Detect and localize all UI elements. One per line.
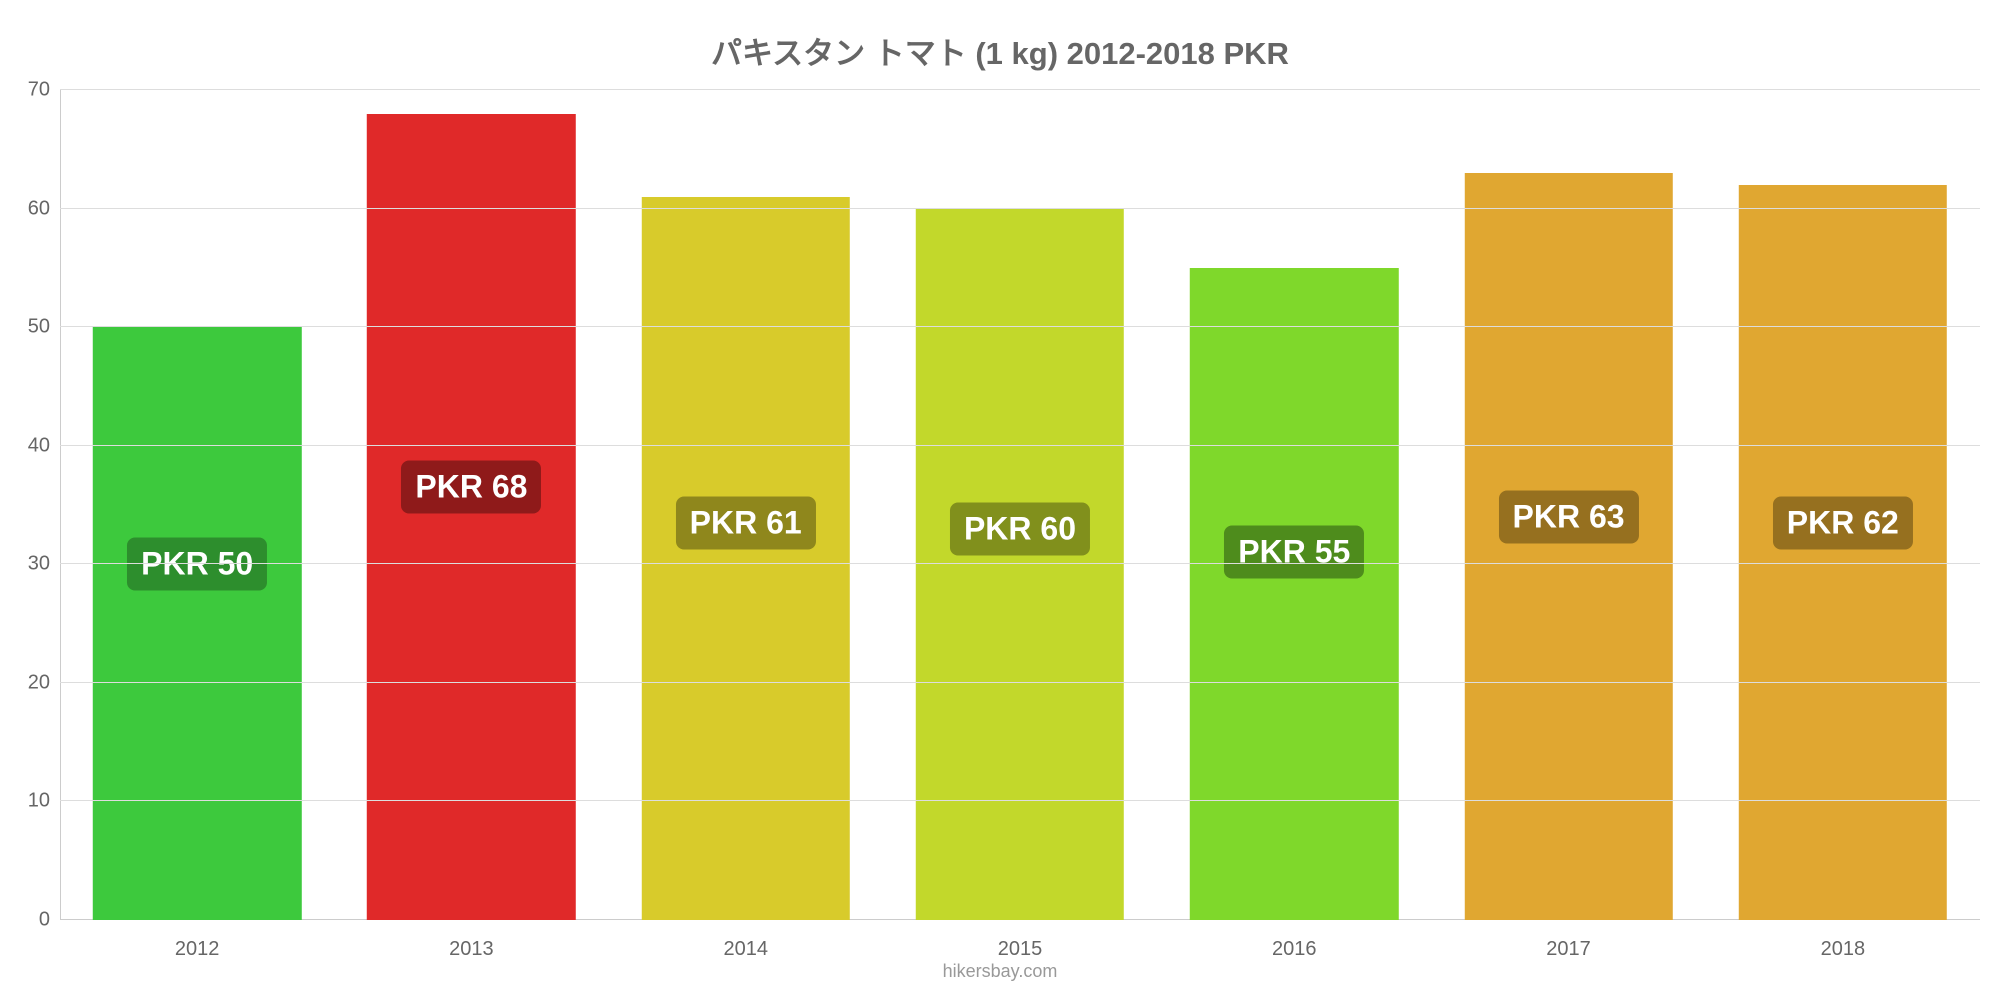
bar <box>93 327 301 920</box>
bar-value-label: PKR 50 <box>127 538 267 591</box>
gridline <box>60 326 1980 327</box>
bar-slot: PKR 612014 <box>609 90 883 920</box>
x-axis-tick-label: 2015 <box>998 938 1043 961</box>
y-axis-tick-label: 70 <box>28 79 50 102</box>
x-axis-tick-label: 2017 <box>1546 938 1591 961</box>
gridline <box>60 563 1980 564</box>
attribution-text: hikersbay.com <box>943 961 1058 982</box>
gridline <box>60 682 1980 683</box>
bar <box>641 197 849 920</box>
gridline <box>60 89 1980 90</box>
chart-title: パキスタン トマト (1 kg) 2012-2018 PKR <box>711 28 1289 73</box>
gridline <box>60 800 1980 801</box>
chart-container: パキスタン トマト (1 kg) 2012-2018 PKR PKR 50201… <box>0 0 2000 1000</box>
x-axis-tick-label: 2013 <box>449 938 494 961</box>
bar-slot: PKR 682013 <box>334 90 608 920</box>
y-axis-tick-label: 60 <box>28 197 50 220</box>
bar <box>367 114 575 920</box>
y-axis-tick-label: 40 <box>28 434 50 457</box>
bar-slot: PKR 552016 <box>1157 90 1431 920</box>
bar-value-label: PKR 55 <box>1224 526 1364 579</box>
bar-value-label: PKR 60 <box>950 502 1090 555</box>
y-axis-tick-label: 10 <box>28 790 50 813</box>
bar-slot: PKR 632017 <box>1431 90 1705 920</box>
x-axis-tick-label: 2018 <box>1821 938 1866 961</box>
gridline <box>60 208 1980 209</box>
gridline <box>60 445 1980 446</box>
bar <box>1464 173 1672 920</box>
y-axis-tick-label: 0 <box>39 909 50 932</box>
x-axis-tick-label: 2016 <box>1272 938 1317 961</box>
y-axis-tick-label: 50 <box>28 316 50 339</box>
bar-value-label: PKR 68 <box>401 461 541 514</box>
y-axis-tick-label: 20 <box>28 671 50 694</box>
bar-slot: PKR 622018 <box>1706 90 1980 920</box>
x-axis-tick-label: 2014 <box>723 938 768 961</box>
plot-area: PKR 502012PKR 682013PKR 612014PKR 602015… <box>60 90 1980 920</box>
x-axis-tick-label: 2012 <box>175 938 220 961</box>
bar-value-label: PKR 61 <box>676 496 816 549</box>
bar-value-label: PKR 62 <box>1773 496 1913 549</box>
bars-wrapper: PKR 502012PKR 682013PKR 612014PKR 602015… <box>60 90 1980 920</box>
bar-slot: PKR 602015 <box>883 90 1157 920</box>
bar <box>1739 185 1947 920</box>
bar-value-label: PKR 63 <box>1499 490 1639 543</box>
bar <box>1190 268 1398 920</box>
y-axis-tick-label: 30 <box>28 553 50 576</box>
bar-slot: PKR 502012 <box>60 90 334 920</box>
